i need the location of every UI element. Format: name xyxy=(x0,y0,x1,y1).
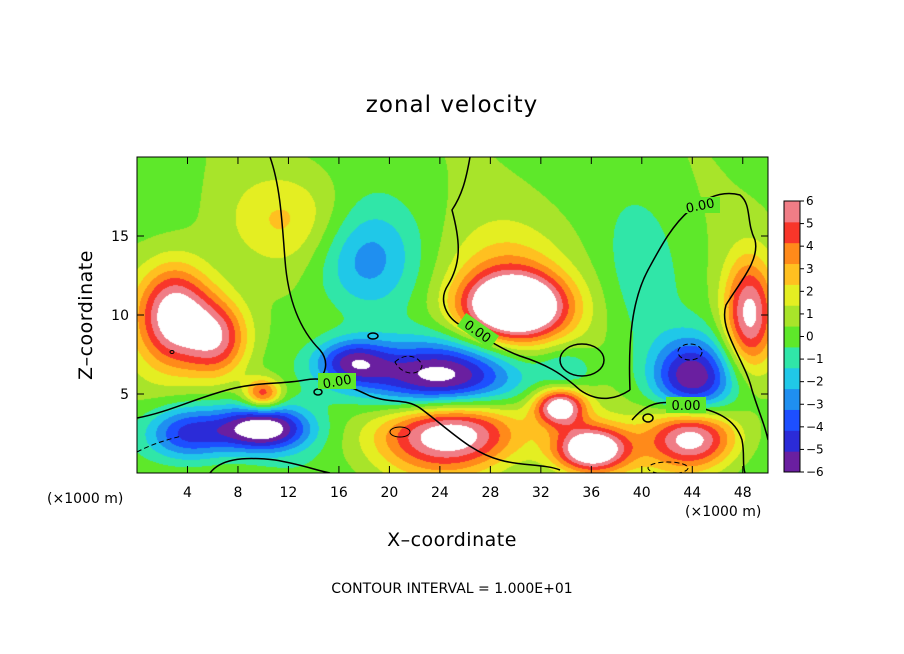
colorbar-tick-label: 2 xyxy=(806,284,814,298)
colorbar-tick-label: −2 xyxy=(806,375,824,389)
y-axis-ticks: 5 10 15 xyxy=(111,229,768,403)
solid-contour-left xyxy=(169,350,175,354)
y-tick-label: 5 xyxy=(120,387,129,403)
contour-label: 0.00 xyxy=(322,373,353,393)
colorbar-swatch xyxy=(784,451,800,473)
chart-title: zonal velocity xyxy=(366,92,538,118)
velocity-field xyxy=(137,157,768,473)
zero-contour-loop-d xyxy=(642,413,654,423)
colorbar-tick-label: −6 xyxy=(806,465,824,479)
colorbar-swatch xyxy=(784,305,800,327)
x-tick-label: 40 xyxy=(633,485,651,501)
x-axis-label: X–coordinate xyxy=(387,529,517,551)
colorbar-tick-label: 5 xyxy=(806,217,814,231)
x-tick-label: 32 xyxy=(532,485,550,501)
x-tick-label: 44 xyxy=(683,485,701,501)
colorbar-tick-label: 6 xyxy=(806,194,814,208)
colorbar: 6 5 4 3 2 1 0 −1 −2 −3 −4 −5 −6 xyxy=(783,194,824,479)
zero-contour-line-lower-right xyxy=(631,401,746,473)
dashed-contour-right xyxy=(677,343,703,361)
dashed-contour-center xyxy=(394,355,423,374)
colorbar-swatch xyxy=(784,221,800,244)
contour-label: 0.00 xyxy=(672,399,701,414)
colorbar-swatch xyxy=(784,201,800,223)
colorbar-swatch xyxy=(784,430,800,452)
colorbar-swatch xyxy=(784,284,800,306)
x-tick-label: 36 xyxy=(582,485,600,501)
colorbar-tick-label: 3 xyxy=(806,262,814,276)
solid-contour-center xyxy=(389,426,411,438)
x-tick-label: 24 xyxy=(431,485,449,501)
y-unit-label: (×1000 m) xyxy=(47,491,123,507)
colorbar-swatch xyxy=(784,388,800,410)
x-unit-label: (×1000 m) xyxy=(685,504,761,520)
colorbar-swatch xyxy=(784,409,800,431)
zero-contour-line-bottom xyxy=(209,457,331,473)
dashed-contour-lower-left xyxy=(137,435,183,453)
colorbar-tick-label: −5 xyxy=(806,442,824,456)
zero-contour-loop-c xyxy=(367,332,379,340)
x-tick-label: 4 xyxy=(183,485,192,501)
colorbar-swatch xyxy=(784,263,800,285)
zero-contour-loop-a xyxy=(559,343,605,377)
x-axis-ticks: 4 8 12 16 20 24 28 32 36 40 44 48 xyxy=(183,157,752,501)
x-tick-label: 12 xyxy=(280,485,298,501)
zero-contour-line-right xyxy=(628,192,768,441)
x-tick-label: 16 xyxy=(330,485,348,501)
negative-contours xyxy=(137,343,703,473)
y-axis-label: Z–coordinate xyxy=(75,250,97,380)
x-tick-label: 28 xyxy=(481,485,499,501)
colorbar-tick-label: 0 xyxy=(806,330,814,344)
y-tick-label: 15 xyxy=(111,229,129,245)
contour-interval-note: CONTOUR INTERVAL = 1.000E+01 xyxy=(331,581,572,597)
zero-contour-line-vertical xyxy=(269,157,327,381)
contour-label: 0.00 xyxy=(685,196,716,217)
colorbar-tick-label: −3 xyxy=(806,397,824,411)
x-tick-label: 48 xyxy=(734,485,752,501)
x-tick-label: 8 xyxy=(233,485,242,501)
colorbar-tick-label: 1 xyxy=(806,307,814,321)
colorbar-swatch xyxy=(784,346,800,369)
y-tick-label: 10 xyxy=(111,308,129,324)
positive-contours xyxy=(169,350,411,438)
colorbar-tick-label: −1 xyxy=(806,352,824,366)
dashed-contour-bottom-right xyxy=(647,461,689,473)
colorbar-swatch xyxy=(784,326,800,348)
zero-contour-line-left xyxy=(137,378,561,471)
colorbar-swatch xyxy=(784,242,800,265)
colorbar-swatch xyxy=(784,367,800,390)
colorbar-tick-label: −4 xyxy=(806,420,824,434)
x-tick-label: 20 xyxy=(380,485,398,501)
colorbar-tick-label: 4 xyxy=(806,239,814,253)
